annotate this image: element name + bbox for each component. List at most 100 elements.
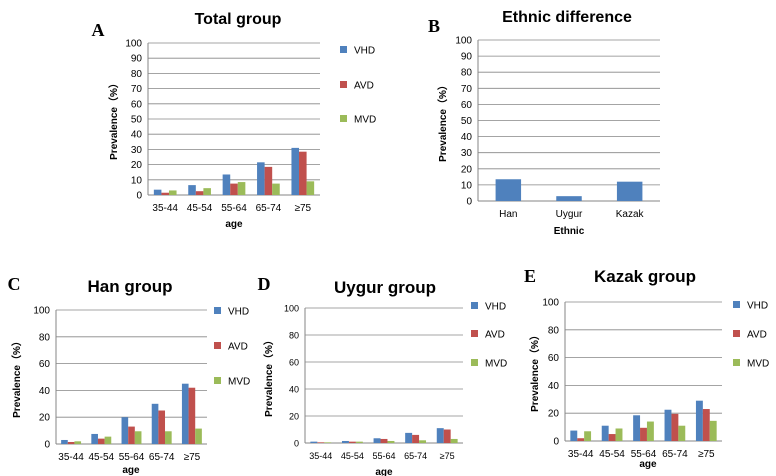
x-tick-label-55-64: 55-64 <box>119 452 145 463</box>
bar-avd-45-54 <box>195 191 204 195</box>
bar-mvd-35-44 <box>584 431 592 441</box>
bar-vhd-65-74 <box>257 162 265 195</box>
x-axis-label-c: age <box>122 465 140 476</box>
bar-avd-ge75 <box>188 387 196 444</box>
y-tick-label: 10 <box>131 175 143 186</box>
bar-mvd-45-54 <box>104 436 112 444</box>
y-axis-label-a: Prevalence（%） <box>107 78 120 160</box>
bar-vhd-35-44 <box>61 439 68 444</box>
legend-swatch-vhd <box>340 46 347 53</box>
legend-label-avd: AVD <box>747 330 767 341</box>
panel-letter-e: E <box>524 266 536 286</box>
x-tick-label-55-64: 55-64 <box>631 449 657 460</box>
bar-avd-65-74 <box>671 413 679 441</box>
y-tick-label: 30 <box>131 145 143 156</box>
x-tick-label-65-74: 65-74 <box>149 452 175 463</box>
bar-series-han <box>495 179 522 201</box>
x-tick-label-ge75: ≥75 <box>698 449 715 460</box>
bar-mvd-35-44 <box>324 442 332 443</box>
bar-series-uygur <box>556 196 582 201</box>
legend-swatch-mvd <box>214 377 221 384</box>
bar-mvd-55-64 <box>646 421 654 441</box>
y-tick-label: 60 <box>131 99 143 110</box>
bar-vhd-65-74 <box>405 432 413 444</box>
bar-avd-ge75 <box>299 151 307 195</box>
chart-panel-a: A Total group 0 10 20 30 40 50 60 70 80 90 100 35-44 4… <box>92 11 377 230</box>
legend-label-mvd: MVD <box>747 359 769 370</box>
bar-vhd-ge75 <box>291 147 300 195</box>
chart-title-c: Han group <box>88 277 173 296</box>
bar-vhd-35-44 <box>570 430 578 441</box>
legend-swatch-mvd <box>733 359 740 366</box>
bar-mvd-ge75 <box>306 181 315 195</box>
bar-vhd-65-74 <box>664 409 672 441</box>
y-tick-label: 100 <box>125 39 142 50</box>
bar-series-kazak <box>616 181 643 201</box>
y-tick-label: 20 <box>131 160 143 171</box>
bar-vhd-35-44 <box>153 189 162 195</box>
bar-avd-45-54 <box>608 434 616 441</box>
x-tick-label-45-54: 45-54 <box>341 451 364 461</box>
bar-avd-65-74 <box>412 434 420 443</box>
bar-mvd-ge75 <box>195 428 202 444</box>
y-tick-label: 40 <box>548 381 560 392</box>
y-axis-label-e: Prevalence（%） <box>528 330 541 412</box>
bar-mvd-45-54 <box>203 188 211 195</box>
x-tick-label-ge75: ≥75 <box>184 452 201 463</box>
bar-mvd-ge75 <box>709 420 717 441</box>
panel-letter-d: D <box>258 274 271 294</box>
x-tick-label-35-44: 35-44 <box>309 451 332 461</box>
y-tick-label: 50 <box>131 115 143 126</box>
bar-mvd-55-64 <box>237 182 246 195</box>
y-tick-label: 30 <box>461 148 473 159</box>
y-tick-label: 50 <box>461 116 473 127</box>
x-tick-label-65-74: 65-74 <box>256 203 282 214</box>
bar-vhd-35-44 <box>310 441 318 443</box>
y-tick-label: 90 <box>131 54 143 65</box>
x-axis-label-e: age <box>639 459 657 470</box>
bar-avd-ge75 <box>702 409 710 441</box>
bar-mvd-55-64 <box>387 440 395 443</box>
legend-label-vhd: VHD <box>354 46 375 57</box>
bar-vhd-45-54 <box>188 185 196 195</box>
chart-panel-b: B Ethnic difference 0 10 20 30 40 50 60 70 80 90 100… <box>428 9 660 237</box>
y-tick-label: 0 <box>44 440 50 451</box>
legend-label-mvd: MVD <box>354 115 376 126</box>
bar-mvd-45-54 <box>615 428 623 441</box>
legend-label-mvd: MVD <box>228 377 250 388</box>
y-tick-label: 100 <box>542 298 559 309</box>
bar-vhd-55-64 <box>633 415 641 441</box>
legend-swatch-avd <box>471 330 478 337</box>
chart-title-b: Ethnic difference <box>502 9 632 26</box>
y-axis-label-c: Prevalence（%） <box>10 336 23 418</box>
x-tick-label-ge75: ≥75 <box>294 203 311 214</box>
bar-vhd-ge75 <box>181 383 189 444</box>
bar-avd-45-54 <box>97 438 105 444</box>
y-tick-label: 80 <box>39 332 51 343</box>
x-tick-label-45-54: 45-54 <box>89 452 115 463</box>
legend-label-avd: AVD <box>228 342 248 353</box>
y-tick-label: 100 <box>284 304 299 314</box>
legend-label-vhd: VHD <box>747 301 768 312</box>
y-tick-label: 0 <box>553 437 559 448</box>
y-tick-label: 0 <box>294 439 299 449</box>
y-tick-label: 20 <box>39 413 51 424</box>
x-tick-label-35-44: 35-44 <box>152 203 178 214</box>
bar-mvd-65-74 <box>678 425 686 441</box>
bar-avd-35-44 <box>577 438 585 441</box>
bar-avd-65-74 <box>158 410 166 444</box>
x-tick-label-kazak: Kazak <box>616 209 645 220</box>
bar-vhd-45-54 <box>341 440 349 443</box>
bar-vhd-ge75 <box>436 428 444 443</box>
bar-vhd-65-74 <box>151 403 159 444</box>
legend-swatch-vhd <box>471 302 478 309</box>
bar-mvd-45-54 <box>355 441 363 443</box>
y-tick-label: 20 <box>289 412 299 422</box>
x-tick-label-55-64: 55-64 <box>372 451 395 461</box>
bar-avd-ge75 <box>443 429 451 443</box>
y-tick-label: 40 <box>131 130 143 141</box>
panel-letter-b: B <box>428 16 440 36</box>
bar-mvd-65-74 <box>165 431 172 444</box>
chart-panel-e: E Kazak group 0 20 40 60 80 100 35-44 45-54 55-64 6… <box>524 266 769 470</box>
